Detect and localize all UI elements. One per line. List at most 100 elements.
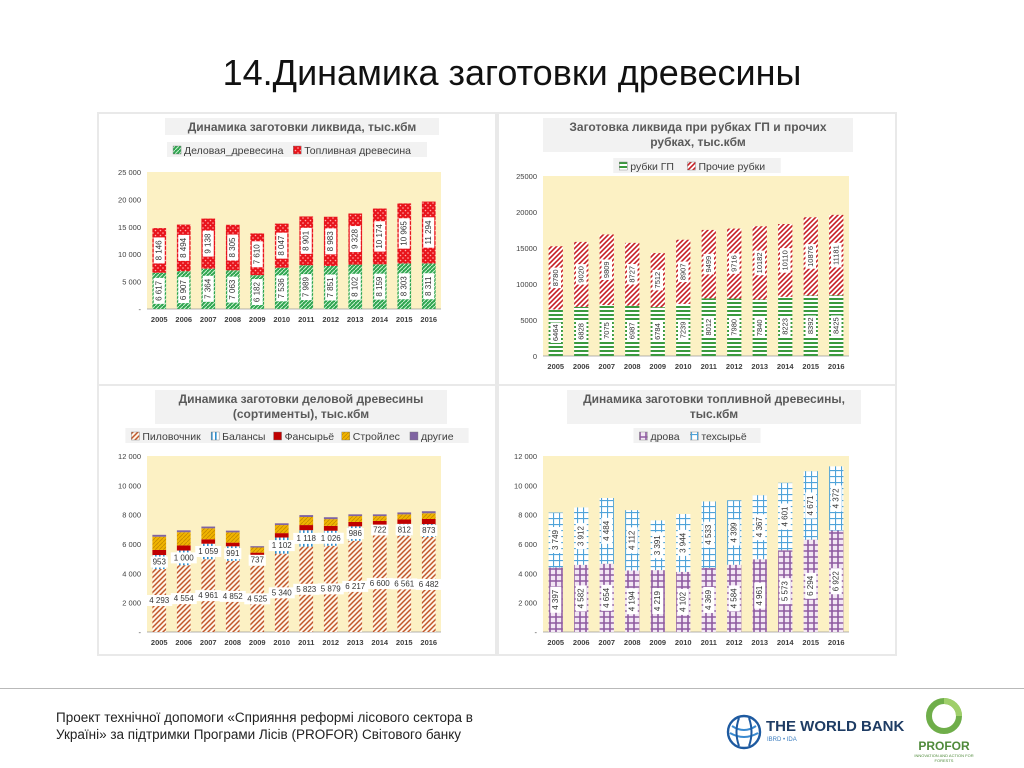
legend (613, 158, 781, 173)
data-label-рубки-гп-2016: 8425 (832, 317, 841, 334)
legend-swatch-дрова (639, 431, 648, 441)
data-label-топливная-древесина-2005: 8 146 (155, 240, 164, 261)
data-label-деловая-древесина-2016: 8 311 (424, 276, 433, 296)
data-label-box (575, 585, 587, 612)
data-label-box (805, 492, 817, 519)
data-label-дрова-2013: 4 961 (755, 585, 764, 606)
data-label-техсырьё-2006: 3 912 (577, 526, 586, 547)
bar-стройлес-2009 (250, 547, 265, 553)
y-tick-label: 6 000 (122, 540, 141, 549)
data-label-рубки-гп-2007: 7075 (602, 322, 611, 339)
data-label-прочие-рубки-2008: 8727 (628, 266, 637, 283)
x-tick-label: 2012 (726, 362, 743, 371)
x-tick-label: 2008 (224, 315, 241, 324)
x-tick-label: 2009 (649, 638, 666, 647)
data-label-box (227, 234, 239, 261)
legend-label-прочие-рубки: Прочие рубки (698, 161, 765, 173)
bar-фансырьё-2007 (201, 539, 216, 544)
chart-title: Динамика заготовки топливной древесины, т… (583, 392, 845, 421)
data-label-техсырьё-2007: 4 484 (602, 520, 611, 541)
y-tick-label: 15 000 (118, 223, 141, 232)
data-label-пиловочник-2010: 5 340 (272, 588, 293, 597)
legend-label-фансырьё: Фансырьё (285, 431, 335, 443)
data-label-box (420, 525, 438, 537)
legend-swatch-стройлес (341, 431, 350, 441)
data-label-box (550, 527, 562, 554)
bar-другие-2014 (372, 514, 387, 517)
data-label-box (202, 230, 214, 257)
data-label-пиловочник-2016: 6 482 (419, 580, 440, 589)
x-tick-label: 2011 (701, 638, 717, 647)
data-label-дрова-2008: 4 194 (628, 591, 637, 612)
data-label-box (805, 315, 816, 337)
bar-другие-2013 (348, 514, 363, 517)
data-label-прочие-рубки-2010: 8907 (679, 263, 688, 280)
data-label-рубки-гп-2014: 8223 (781, 318, 790, 335)
data-label-box (754, 250, 765, 276)
data-label-box (754, 514, 766, 541)
data-label-box (293, 583, 320, 595)
data-label-box (754, 582, 766, 609)
data-label-box (805, 572, 817, 599)
data-label-топливная-древесина-2016: 11 294 (424, 220, 433, 244)
world-bank-globe-icon (726, 714, 762, 750)
y-tick-label: 6 000 (518, 540, 537, 549)
data-label-прочие-рубки-2012: 9716 (730, 255, 739, 272)
data-label-box (423, 273, 435, 300)
x-tick-label: 2009 (249, 638, 266, 647)
chart-title-box (155, 390, 447, 424)
data-label-рубки-гп-2006: 6828 (577, 323, 586, 340)
bar-другие-2012 (323, 517, 338, 520)
legend-label-рубки-гп: рубки ГП (630, 161, 674, 173)
data-label-балансы-2016: 873 (422, 526, 436, 535)
x-tick-label: 2014 (371, 638, 389, 647)
legend-swatch-топливная-древесина (293, 145, 302, 155)
data-label-box (601, 517, 613, 544)
data-label-box (728, 585, 740, 612)
data-label-техсырьё-2013: 4 367 (755, 517, 764, 538)
bar-другие-2011 (299, 515, 314, 517)
data-label-box (195, 590, 222, 602)
data-label-дрова-2016: 6 922 (832, 571, 841, 592)
x-tick-label: 2009 (249, 315, 266, 324)
data-label-box (224, 548, 242, 560)
data-label-box (374, 221, 386, 252)
data-label-рубки-гп-2009: 6784 (653, 323, 662, 340)
data-label-box (398, 218, 410, 249)
y-tick-label: 10 000 (514, 481, 537, 490)
data-label-box (195, 545, 222, 557)
data-label-балансы-2014: 722 (373, 525, 387, 534)
bar-фансырьё-2012 (323, 525, 338, 531)
data-label-box (652, 588, 664, 615)
data-label-деловая-древесина-2012: 7 851 (326, 277, 335, 298)
x-tick-label: 2013 (347, 315, 364, 324)
data-label-box (317, 583, 344, 595)
data-label-box (300, 274, 312, 301)
data-label-box (703, 521, 715, 548)
world-bank-name: THE WORLD BANK (766, 718, 905, 735)
data-label-box (703, 316, 714, 338)
bar-стройлес-2016 (421, 513, 436, 519)
data-label-топливная-древесина-2008: 8 305 (228, 237, 237, 258)
data-label-box (251, 279, 263, 306)
data-label-box (601, 320, 612, 341)
legend-label-балансы: Балансы (222, 431, 265, 443)
x-tick-label: 2008 (624, 638, 641, 647)
data-label-балансы-2008: 991 (226, 549, 240, 558)
legend-swatch-фансырьё (273, 431, 282, 441)
bar-фансырьё-2010 (274, 533, 289, 538)
bar-другие-2015 (397, 512, 412, 515)
x-tick-label: 2007 (598, 638, 615, 647)
x-tick-label: 2011 (701, 362, 717, 371)
slide-title: 14.Динамика заготовки древесины (222, 52, 802, 93)
chart-panel-liquid-harvest: Динамика заготовки ликвида, тыс.кбм - 5 00… (99, 114, 495, 384)
data-label-балансы-2013: 986 (349, 529, 363, 538)
chart-panel-harvest-by-cutting-type: Заготовка ликвида при рубках ГП и прочих… (499, 114, 895, 384)
x-tick-label: 2015 (396, 315, 413, 324)
data-label-box (627, 320, 638, 342)
data-label-рубки-гп-2013: 7840 (755, 319, 764, 336)
data-label-box (227, 276, 239, 303)
y-tick-label: 5000 (520, 316, 537, 325)
data-label-box (374, 273, 386, 300)
data-label-балансы-2009: 737 (251, 556, 265, 565)
